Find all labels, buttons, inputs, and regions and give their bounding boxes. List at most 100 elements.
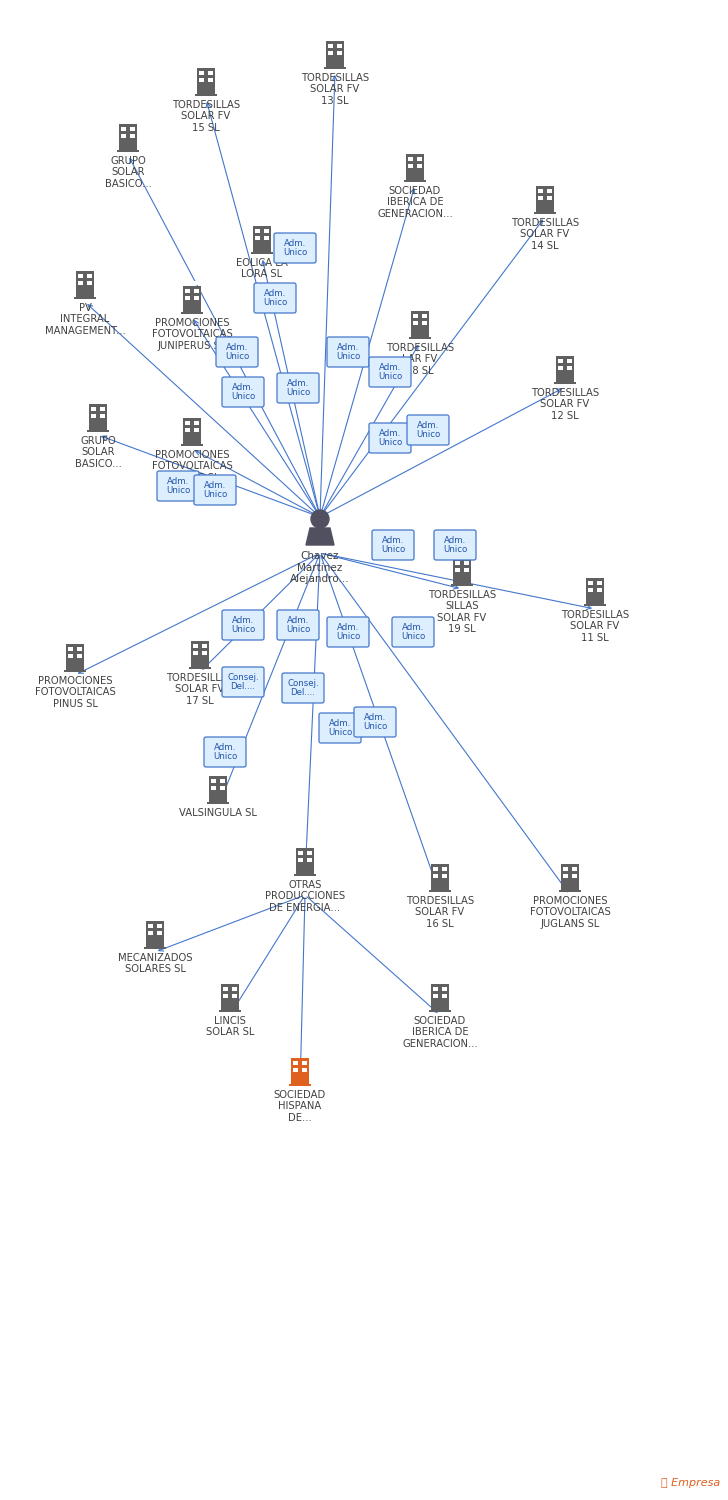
FancyBboxPatch shape — [563, 874, 568, 879]
FancyBboxPatch shape — [296, 847, 314, 873]
FancyBboxPatch shape — [417, 164, 422, 168]
Text: TORDESILLAS
SOLAR FV
11 SL: TORDESILLAS SOLAR FV 11 SL — [561, 610, 629, 642]
FancyBboxPatch shape — [302, 1068, 306, 1072]
FancyBboxPatch shape — [149, 932, 153, 936]
Text: TORDESILLAS
SOLAR FV
16 SL: TORDESILLAS SOLAR FV 16 SL — [406, 896, 474, 928]
FancyBboxPatch shape — [68, 654, 73, 658]
FancyBboxPatch shape — [256, 236, 260, 240]
FancyBboxPatch shape — [572, 867, 577, 871]
FancyBboxPatch shape — [66, 644, 84, 669]
FancyBboxPatch shape — [307, 850, 312, 855]
FancyBboxPatch shape — [100, 406, 105, 411]
FancyBboxPatch shape — [194, 290, 199, 292]
FancyBboxPatch shape — [277, 374, 319, 404]
Text: OTRAS
PRODUCCIONES
DE ENERGIA...: OTRAS PRODUCCIONES DE ENERGIA... — [265, 880, 345, 912]
Text: TORDESILLAS
SILLAS
SOLAR FV
19 SL: TORDESILLAS SILLAS SOLAR FV 19 SL — [428, 590, 496, 634]
Text: Adm.
Unico: Adm. Unico — [443, 536, 467, 555]
FancyBboxPatch shape — [256, 220, 260, 225]
FancyBboxPatch shape — [100, 414, 105, 419]
FancyBboxPatch shape — [181, 444, 203, 447]
FancyBboxPatch shape — [100, 399, 105, 404]
FancyBboxPatch shape — [91, 406, 96, 411]
FancyBboxPatch shape — [194, 422, 199, 424]
FancyBboxPatch shape — [442, 867, 447, 871]
FancyBboxPatch shape — [232, 980, 237, 982]
FancyBboxPatch shape — [194, 476, 236, 506]
Text: Adm.
Unico: Adm. Unico — [336, 342, 360, 362]
FancyBboxPatch shape — [572, 859, 577, 862]
FancyBboxPatch shape — [563, 859, 568, 862]
FancyBboxPatch shape — [193, 644, 198, 648]
FancyBboxPatch shape — [277, 610, 319, 640]
FancyBboxPatch shape — [157, 916, 162, 920]
FancyBboxPatch shape — [223, 987, 228, 992]
Text: Consej.
Del....: Consej. Del.... — [287, 678, 319, 698]
FancyBboxPatch shape — [337, 36, 341, 40]
FancyBboxPatch shape — [597, 588, 602, 592]
FancyBboxPatch shape — [327, 338, 369, 368]
FancyBboxPatch shape — [185, 296, 190, 300]
FancyBboxPatch shape — [274, 232, 316, 262]
Text: SOCIEDAD
HISPANA
DE...: SOCIEDAD HISPANA DE... — [274, 1090, 326, 1122]
FancyBboxPatch shape — [193, 651, 198, 656]
FancyBboxPatch shape — [76, 270, 95, 297]
Text: Ⓒ Empresa: Ⓒ Empresa — [661, 1478, 720, 1488]
FancyBboxPatch shape — [209, 776, 227, 801]
Text: GRUPO
SOLAR
BASICO...: GRUPO SOLAR BASICO... — [105, 156, 151, 189]
FancyBboxPatch shape — [185, 413, 190, 417]
FancyBboxPatch shape — [157, 932, 162, 936]
FancyBboxPatch shape — [433, 980, 438, 982]
FancyBboxPatch shape — [202, 644, 207, 648]
Text: Chavez
Martinez
Alejandro...: Chavez Martinez Alejandro... — [290, 550, 350, 584]
FancyBboxPatch shape — [561, 864, 579, 889]
FancyBboxPatch shape — [149, 924, 153, 928]
FancyBboxPatch shape — [534, 211, 556, 214]
FancyBboxPatch shape — [87, 429, 109, 432]
FancyBboxPatch shape — [116, 150, 139, 153]
FancyBboxPatch shape — [558, 366, 563, 370]
FancyBboxPatch shape — [77, 646, 82, 651]
FancyBboxPatch shape — [328, 36, 333, 40]
FancyBboxPatch shape — [567, 358, 571, 363]
FancyBboxPatch shape — [567, 366, 571, 370]
FancyBboxPatch shape — [202, 651, 207, 656]
FancyBboxPatch shape — [199, 70, 204, 75]
FancyBboxPatch shape — [324, 66, 347, 69]
Text: Adm.
Unico: Adm. Unico — [166, 477, 190, 495]
FancyBboxPatch shape — [584, 603, 606, 606]
FancyBboxPatch shape — [538, 196, 543, 201]
FancyBboxPatch shape — [588, 573, 593, 578]
Text: Adm.
Unico: Adm. Unico — [263, 288, 287, 308]
FancyBboxPatch shape — [191, 640, 210, 666]
Text: SOCIEDAD
IBERICA DE
GENERACION...: SOCIEDAD IBERICA DE GENERACION... — [402, 1016, 478, 1048]
FancyBboxPatch shape — [433, 859, 438, 862]
FancyBboxPatch shape — [538, 182, 543, 184]
FancyBboxPatch shape — [414, 306, 418, 310]
FancyBboxPatch shape — [68, 639, 73, 644]
Text: TORDESILLAS
SOLAR FV
14 SL: TORDESILLAS SOLAR FV 14 SL — [511, 217, 579, 250]
FancyBboxPatch shape — [181, 312, 203, 315]
Text: TORDESILLAS
SOLAR FV
12 SL: TORDESILLAS SOLAR FV 12 SL — [531, 388, 599, 420]
FancyBboxPatch shape — [293, 1060, 298, 1065]
FancyBboxPatch shape — [429, 890, 451, 892]
Text: VALSINGULA SL: VALSINGULA SL — [179, 808, 257, 818]
FancyBboxPatch shape — [442, 994, 447, 999]
FancyBboxPatch shape — [211, 786, 216, 790]
Text: Adm.
Unico: Adm. Unico — [363, 712, 387, 732]
FancyBboxPatch shape — [455, 561, 460, 566]
FancyBboxPatch shape — [232, 987, 237, 992]
FancyBboxPatch shape — [87, 280, 92, 285]
FancyBboxPatch shape — [91, 399, 96, 404]
FancyBboxPatch shape — [194, 296, 199, 300]
FancyBboxPatch shape — [585, 578, 604, 603]
FancyBboxPatch shape — [442, 874, 447, 879]
FancyBboxPatch shape — [414, 314, 418, 318]
FancyBboxPatch shape — [194, 93, 218, 96]
FancyBboxPatch shape — [597, 580, 602, 585]
FancyBboxPatch shape — [328, 44, 333, 48]
FancyBboxPatch shape — [222, 668, 264, 698]
FancyBboxPatch shape — [433, 867, 438, 871]
FancyBboxPatch shape — [130, 118, 135, 123]
FancyBboxPatch shape — [433, 994, 438, 999]
Text: PROMOCIONES
FOTOVOLTAICAS
PINUS SL: PROMOCIONES FOTOVOLTAICAS PINUS SL — [35, 676, 115, 708]
